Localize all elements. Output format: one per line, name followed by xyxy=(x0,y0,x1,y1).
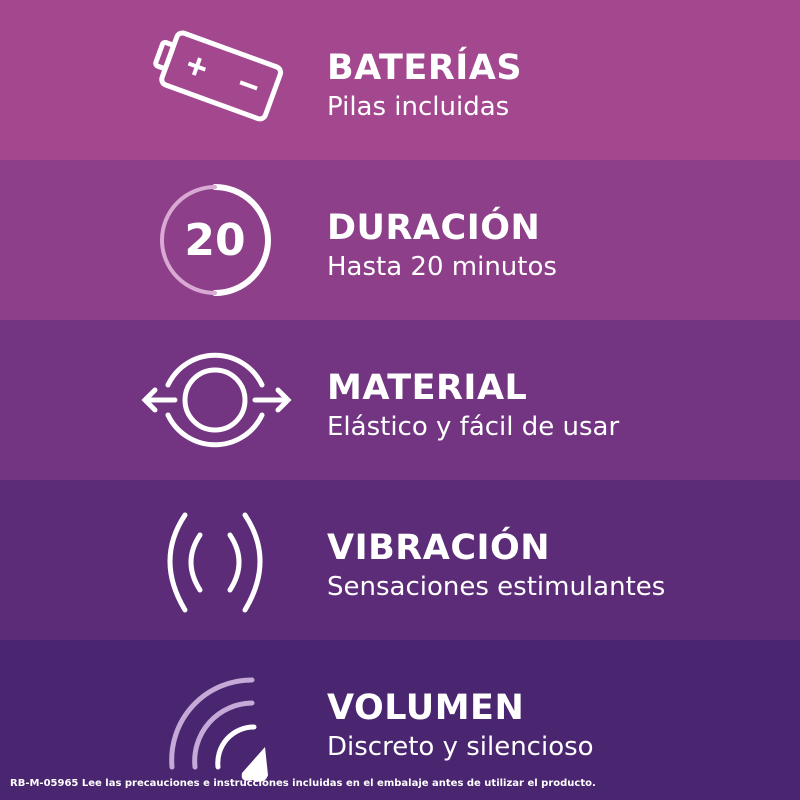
feature-title: DURACIÓN xyxy=(327,208,541,248)
feature-subtitle: Hasta 20 minutos xyxy=(327,252,557,282)
feature-title: VOLUMEN xyxy=(327,688,525,728)
feature-subtitle: Discreto y silencioso xyxy=(327,732,594,762)
feature-baterias: BATERÍAS Pilas incluidas xyxy=(0,0,800,160)
feature-subtitle: Sensaciones estimulantes xyxy=(327,572,666,602)
feature-material: MATERIAL Elástico y fácil de usar xyxy=(0,320,800,480)
disclaimer-footer: RB-M-05965 Lee las precauciones e instru… xyxy=(10,778,596,789)
feature-duracion: 20 DURACIÓN Hasta 20 minutos xyxy=(0,160,800,320)
feature-title: MATERIAL xyxy=(327,368,528,408)
feature-volumen: VOLUMEN Discreto y silencioso xyxy=(0,640,800,800)
stretch-ring-icon xyxy=(141,352,292,448)
vibration-icon xyxy=(167,512,263,613)
battery-icon xyxy=(153,30,284,122)
volume-icon xyxy=(169,677,268,782)
feature-title: VIBRACIÓN xyxy=(327,528,551,568)
feature-title: BATERÍAS xyxy=(327,48,523,88)
feature-subtitle: Pilas incluidas xyxy=(327,92,510,122)
svg-text:20: 20 xyxy=(184,215,245,266)
feature-vibracion: VIBRACIÓN Sensaciones estimulantes xyxy=(0,480,800,640)
feature-subtitle: Elástico y fácil de usar xyxy=(327,412,620,442)
timer-20-icon: 20 xyxy=(160,184,271,296)
